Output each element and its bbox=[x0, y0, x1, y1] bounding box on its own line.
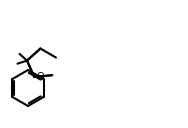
Text: O: O bbox=[36, 72, 44, 82]
